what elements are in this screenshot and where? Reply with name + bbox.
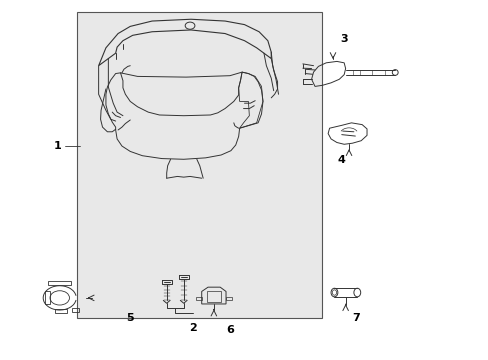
Text: 7: 7: [352, 312, 360, 323]
Text: 1: 1: [53, 141, 61, 151]
Text: 6: 6: [225, 325, 233, 335]
Text: 3: 3: [340, 34, 347, 44]
Bar: [77, 12, 322, 318]
Text: 5: 5: [126, 312, 134, 323]
Text: 2: 2: [189, 323, 197, 333]
Text: 4: 4: [337, 156, 345, 165]
